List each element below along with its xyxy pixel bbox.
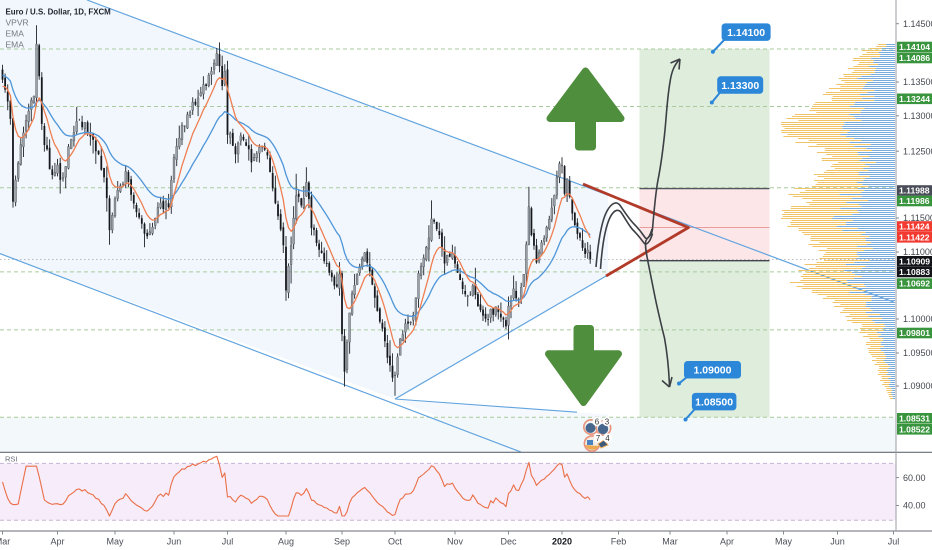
svg-text:4: 4 [605,434,610,443]
svg-text:Feb: Feb [611,537,627,547]
svg-text:Nov: Nov [447,537,464,547]
svg-text:Euro / U.S. Dollar, 1D, FXCM: Euro / U.S. Dollar, 1D, FXCM [6,8,112,17]
svg-text:1.09000: 1.09000 [694,365,732,377]
svg-text:Jun: Jun [830,537,845,547]
svg-text:7: 7 [596,434,601,443]
svg-text:EMA: EMA [6,29,25,39]
svg-text:May: May [106,537,124,547]
svg-text:1.13244: 1.13244 [899,94,930,104]
svg-text:1.13000: 1.13000 [903,111,932,121]
svg-text:RSI: RSI [5,455,18,464]
svg-text:1.13300: 1.13300 [721,80,759,92]
svg-text:1.11000: 1.11000 [903,247,932,257]
svg-text:1.08531: 1.08531 [899,413,930,423]
svg-text:Mar: Mar [0,537,10,547]
svg-text:1.13500: 1.13500 [903,77,932,87]
svg-text:Apr: Apr [50,537,64,547]
svg-text:1.08500: 1.08500 [695,397,733,409]
svg-text:Aug: Aug [278,537,294,547]
svg-text:1.11988: 1.11988 [899,186,930,196]
svg-text:1.12500: 1.12500 [903,146,932,156]
svg-text:VPVR: VPVR [6,18,29,28]
svg-text:1.14104: 1.14104 [899,42,930,52]
svg-text:EMA: EMA [6,40,25,50]
svg-text:3: 3 [605,418,610,427]
svg-text:1.11422: 1.11422 [899,232,930,242]
svg-text:1.09000: 1.09000 [903,381,932,391]
svg-text:40.00: 40.00 [903,501,926,511]
svg-text:Jul: Jul [222,537,234,547]
svg-text:1.14100: 1.14100 [727,27,765,39]
svg-text:1.10883: 1.10883 [899,267,930,277]
svg-text:Apr: Apr [720,537,734,547]
svg-text:1.09500: 1.09500 [903,348,932,358]
svg-text:1.09801: 1.09801 [899,328,930,338]
svg-text:1.14086: 1.14086 [899,53,930,63]
svg-text:1.10909: 1.10909 [899,256,930,266]
svg-text:Dec: Dec [500,537,517,547]
svg-text:Sep: Sep [334,537,350,547]
svg-text:Jun: Jun [167,537,182,547]
svg-text:2020: 2020 [552,537,572,547]
svg-text:May: May [775,537,793,547]
svg-text:1.11986: 1.11986 [899,196,930,206]
svg-text:Jul: Jul [888,537,900,547]
svg-text:1.11500: 1.11500 [903,213,932,223]
svg-text:Mar: Mar [662,537,678,547]
svg-text:1.14500: 1.14500 [903,19,932,29]
svg-text:1.11424: 1.11424 [899,222,930,232]
svg-text:1.10692: 1.10692 [899,279,930,289]
svg-text:Oct: Oct [388,537,403,547]
svg-text:6: 6 [595,418,600,427]
svg-text:1.10000: 1.10000 [903,314,932,324]
svg-text:1.08522: 1.08522 [899,424,930,434]
svg-text:60.00: 60.00 [903,473,926,483]
